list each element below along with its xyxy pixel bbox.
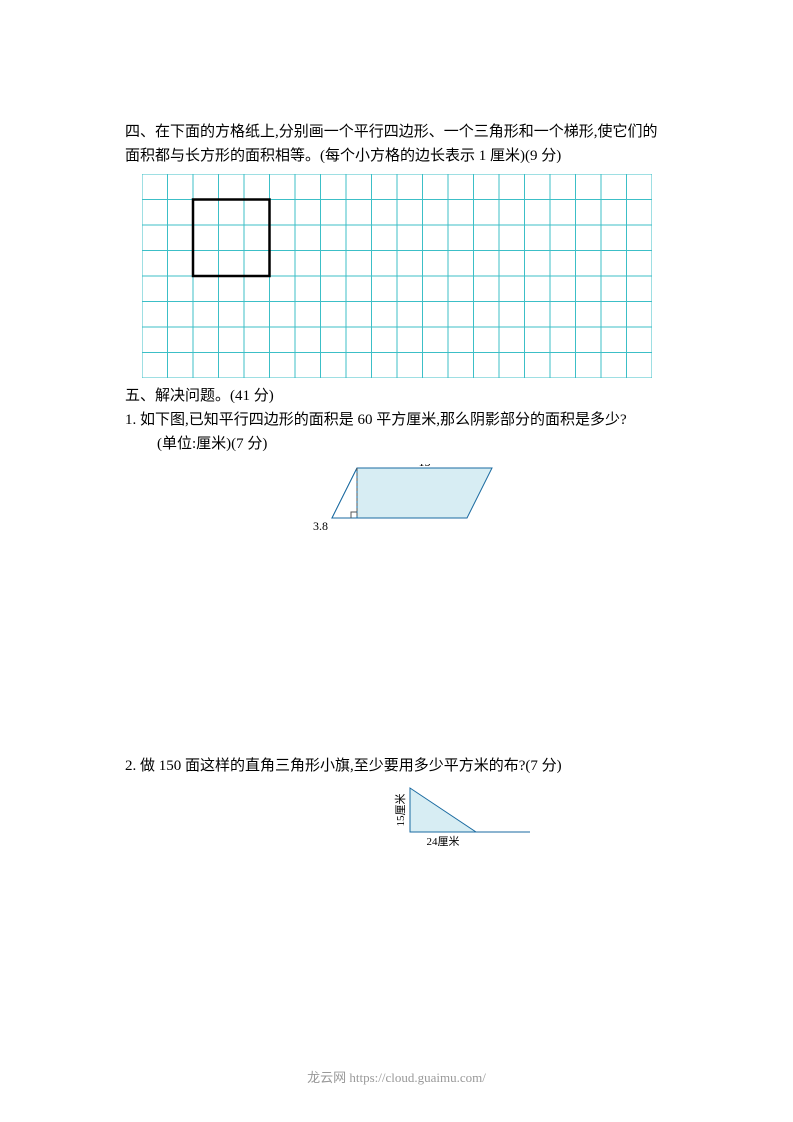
q1-text: 1. 如下图,已知平行四边形的面积是 60 平方厘米,那么阴影部分的面积是多少? [125,408,668,432]
q2-block: 2. 做 150 面这样的直角三角形小旗,至少要用多少平方米的布?(7 分) 1… [125,754,668,846]
svg-text:3.8: 3.8 [313,519,328,533]
svg-text:15: 15 [418,464,430,469]
q1-unit: (单位:厘米)(7 分) [125,432,668,456]
triangle-flag-figure: 15厘米 24厘米 [392,784,532,846]
q1-figure-wrap: 153.8 [125,464,668,534]
q2-text: 2. 做 150 面这样的直角三角形小旗,至少要用多少平方米的布?(7 分) [125,754,668,778]
section5: 五、解决问题。(41 分) 1. 如下图,已知平行四边形的面积是 60 平方厘米… [125,384,668,846]
footer-text: 龙云网 https://cloud.guaimu.com/ [307,1070,486,1085]
q2-figure-wrap: 15厘米 24厘米 [125,784,668,846]
page-footer: 龙云网 https://cloud.guaimu.com/ [0,1067,793,1086]
grid-container [125,174,668,378]
section5-title: 五、解决问题。(41 分) [125,384,668,408]
page-content: 四、在下面的方格纸上,分别画一个平行四边形、一个三角形和一个梯形,使它们的面积都… [0,0,793,846]
parallelogram-figure: 153.8 [292,464,502,534]
section4-title: 四、在下面的方格纸上,分别画一个平行四边形、一个三角形和一个梯形,使它们的面积都… [125,120,668,168]
grid-figure [142,174,652,378]
svg-text:24厘米: 24厘米 [426,835,459,846]
svg-text:15厘米: 15厘米 [394,794,407,827]
